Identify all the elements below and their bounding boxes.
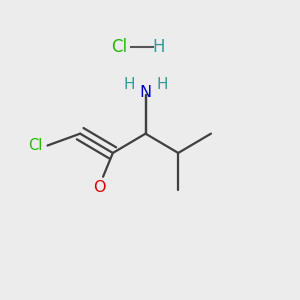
Text: Cl: Cl	[111, 38, 127, 56]
Text: O: O	[93, 180, 106, 195]
Text: H: H	[123, 77, 135, 92]
Text: H: H	[153, 38, 165, 56]
Text: N: N	[140, 85, 152, 100]
Text: H: H	[156, 77, 168, 92]
Text: Cl: Cl	[28, 138, 43, 153]
